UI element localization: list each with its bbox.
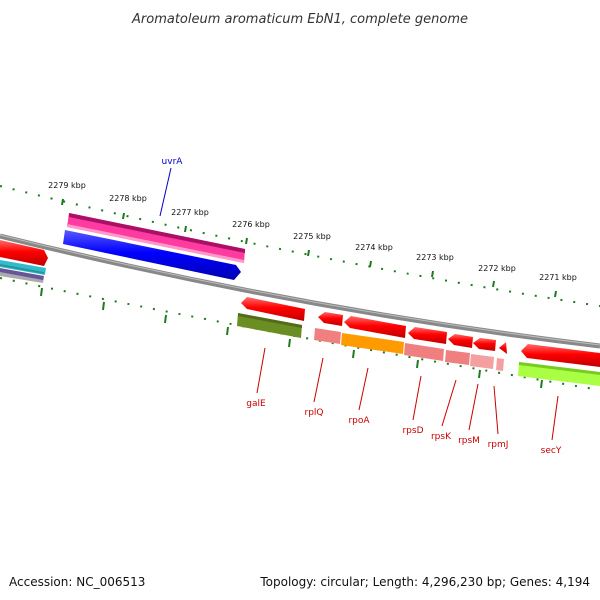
rpsM-salmon-band — [470, 354, 494, 369]
gene-label-rpsM: rpsM — [458, 436, 480, 446]
galE-gene-arrow — [241, 297, 305, 321]
major-tick — [492, 280, 495, 288]
accession-text: Accession: NC_006513 — [9, 575, 145, 589]
major-tick — [369, 260, 372, 268]
inner-major-tick — [416, 359, 419, 369]
rpsM-leader — [468, 383, 479, 431]
inner-major-tick — [226, 326, 229, 336]
uvrA-gene-arrow — [63, 230, 241, 280]
gene-label-secY: secY — [541, 446, 562, 456]
inner-major-tick — [288, 338, 291, 348]
secY-leader — [551, 395, 559, 441]
rpoA-orange-band — [341, 333, 404, 354]
gene-label-uvrA: uvrA — [162, 157, 184, 167]
inner-major-tick — [40, 287, 43, 297]
inner-major-tick — [352, 349, 355, 359]
tick-labels: 2279 kbp 2278 kbp 2277 kbp 2276 kbp 2275… — [48, 181, 577, 282]
uvrA-leader — [159, 167, 172, 217]
secY-green-band-dark — [519, 362, 600, 375]
major-tick — [61, 198, 64, 206]
major-tick — [122, 212, 125, 220]
tick-label-2278: 2278 kbp — [109, 194, 147, 203]
tick-label-2272: 2272 kbp — [478, 264, 516, 273]
rpsK-gene-arrow — [448, 334, 473, 348]
leader-lines — [159, 167, 559, 441]
left-red-gene — [0, 240, 48, 266]
gene-label-rpsD: rpsD — [402, 426, 423, 436]
gene-label-rpoA: rpoA — [348, 416, 370, 426]
tick-label-2271: 2271 kbp — [539, 273, 577, 282]
rpsD-leader — [412, 375, 422, 421]
rpoA-gene-arrow — [344, 316, 406, 338]
major-ticks — [61, 198, 557, 298]
rpmJ-salmon-band — [496, 358, 504, 371]
major-tick — [431, 270, 434, 278]
rpoA-leader — [358, 367, 369, 411]
galE-olive-band-dark — [238, 313, 302, 328]
gene-label-galE: galE — [246, 399, 266, 409]
rpsK-salmon-band — [445, 350, 470, 365]
rplQ-salmon-band — [314, 328, 341, 344]
rplQ-gene-arrow — [318, 312, 343, 326]
inner-major-tick — [478, 369, 481, 379]
rpsD-salmon-band — [404, 343, 444, 361]
map-title: Aromatoleum aromaticum EbN1, complete ge… — [131, 12, 468, 27]
uvrA-pink-band-dark — [69, 213, 245, 253]
genome-backbone — [0, 233, 600, 349]
rplQ-leader — [313, 357, 324, 403]
gene-label-rpsK: rpsK — [431, 432, 452, 442]
galE-leader — [256, 347, 266, 394]
uvrA-pink-band-light — [67, 224, 244, 263]
inner-major-ticks — [40, 287, 543, 389]
major-tick — [554, 290, 557, 298]
left-teal-band — [0, 264, 44, 274]
gene-label-rpmJ: rpmJ — [488, 440, 509, 450]
rpmJ-leader — [493, 385, 499, 435]
topology-text: Topology: circular; Length: 4,296,230 bp… — [259, 575, 590, 589]
secY-gene-arrow — [521, 344, 600, 367]
tick-label-2274: 2274 kbp — [355, 243, 393, 252]
gene-labels: uvrA galE rplQ rpoA rpsD rpsK rpsM rpmJ … — [162, 157, 562, 456]
tick-label-2277: 2277 kbp — [171, 208, 209, 217]
rpsK-leader — [441, 379, 457, 427]
left-grey-band — [0, 272, 43, 283]
tick-label-2276: 2276 kbp — [232, 220, 270, 229]
gene-label-rplQ: rplQ — [305, 408, 324, 418]
inner-major-tick — [102, 301, 105, 311]
rpmJ-gene-arrow — [499, 342, 507, 354]
secY-green-band — [518, 362, 600, 386]
rpsD-gene-arrow — [408, 327, 447, 344]
major-tick — [307, 249, 310, 257]
genome-backbone-highlight — [0, 234, 600, 346]
inner-major-tick — [164, 314, 167, 324]
major-tick — [184, 225, 187, 233]
major-tick — [245, 237, 248, 245]
tick-label-2275: 2275 kbp — [293, 232, 331, 241]
tick-label-2273: 2273 kbp — [416, 253, 454, 262]
inner-major-tick — [540, 379, 543, 389]
rpsM-gene-arrow — [473, 338, 496, 351]
tick-label-2279: 2279 kbp — [48, 181, 86, 190]
galE-olive-band — [237, 313, 302, 338]
